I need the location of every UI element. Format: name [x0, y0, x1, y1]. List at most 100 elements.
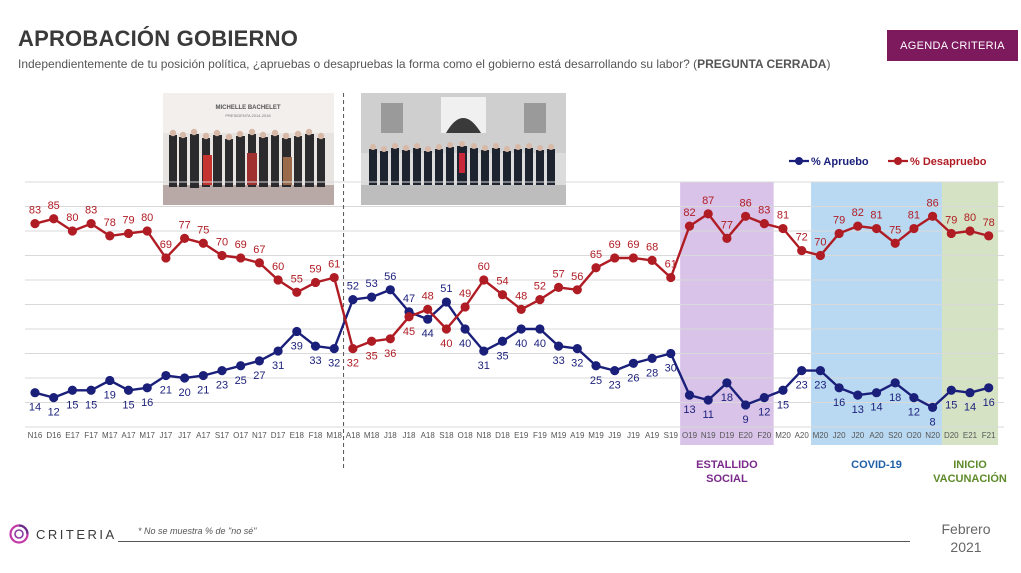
point-desaprueba: [572, 285, 582, 295]
data-label-aprueba: 13: [683, 404, 695, 416]
point-aprueba: [329, 344, 339, 354]
data-label-desaprueba: 81: [777, 210, 789, 222]
photo-bachelet-art: MICHELLE BACHELET PRESIDENTA 2014-2018: [163, 93, 334, 205]
point-aprueba: [497, 336, 508, 346]
x-tick-label: M18: [326, 431, 342, 440]
point-aprueba: [441, 297, 451, 307]
data-label-aprueba: 11: [702, 409, 713, 421]
data-label-desaprueba: 81: [908, 210, 920, 222]
point-aprueba: [778, 385, 788, 395]
point-desaprueba: [292, 287, 302, 297]
data-label-aprueba: 31: [478, 360, 490, 372]
data-label-aprueba: 23: [814, 380, 826, 392]
point-aprueba: [666, 348, 676, 359]
point-aprueba: [591, 361, 601, 371]
point-desaprueba: [759, 219, 769, 229]
point-aprueba: [423, 314, 433, 324]
x-tick-label: D16: [46, 431, 61, 440]
data-label-desaprueba: 80: [66, 212, 78, 224]
data-label-desaprueba: 82: [852, 207, 864, 219]
point-aprueba: [965, 388, 975, 398]
data-label-desaprueba: 69: [609, 239, 621, 251]
data-label-desaprueba: 79: [833, 214, 845, 226]
data-label-aprueba: 33: [552, 355, 564, 367]
data-label-desaprueba: 56: [571, 271, 583, 283]
photo-bachelet-cabinet: MICHELLE BACHELET PRESIDENTA 2014-2018: [163, 93, 334, 205]
data-label-aprueba: 56: [384, 271, 396, 283]
series-line-aprueba: [34, 288, 990, 409]
point-aprueba: [516, 324, 526, 334]
point-aprueba: [161, 370, 171, 381]
data-label-aprueba: 40: [515, 338, 527, 350]
point-desaprueba: [797, 246, 807, 256]
x-tick-label: J18: [403, 431, 416, 440]
data-label-aprueba: 19: [104, 389, 116, 401]
data-label-aprueba: 26: [627, 372, 639, 384]
subtitle-bold: PREGUNTA CERRADA: [697, 57, 827, 71]
point-aprueba: [236, 361, 246, 371]
data-label-aprueba: 39: [291, 340, 303, 352]
point-aprueba: [871, 388, 882, 398]
point-aprueba: [610, 366, 620, 376]
data-label-desaprueba: 61: [665, 259, 677, 271]
data-label-desaprueba: 77: [721, 219, 733, 231]
data-label-aprueba: 32: [328, 358, 340, 370]
x-tick-label: J19: [627, 431, 640, 440]
data-label-desaprueba: 77: [178, 219, 190, 231]
point-aprueba: [198, 370, 208, 381]
data-label-desaprueba: 80: [141, 212, 153, 224]
point-aprueba: [105, 375, 115, 386]
point-desaprueba: [329, 272, 339, 283]
subtitle-text: Independientemente de tu posición políti…: [18, 57, 698, 71]
point-desaprueba: [310, 277, 321, 288]
point-aprueba: [572, 344, 582, 354]
criteria-logo: CRITERIA: [8, 523, 117, 545]
data-label-desaprueba: 40: [440, 338, 452, 350]
point-desaprueba: [554, 282, 564, 292]
data-label-desaprueba: 35: [365, 350, 377, 362]
photo-banner-line2: PRESIDENTA 2014-2018: [225, 113, 271, 118]
point-aprueba: [86, 385, 96, 395]
data-label-aprueba: 14: [964, 402, 976, 414]
x-tick-label: N17: [252, 431, 267, 440]
data-label-aprueba: 13: [852, 404, 864, 416]
x-tick-label: D20: [944, 431, 959, 440]
x-tick-label: A17: [121, 431, 136, 440]
data-label-aprueba: 18: [889, 392, 901, 404]
band-label-covid-19: COVID-19: [851, 459, 902, 471]
point-aprueba: [49, 393, 59, 403]
data-label-desaprueba: 65: [590, 249, 602, 261]
point-desaprueba: [535, 295, 545, 305]
data-label-aprueba: 15: [85, 399, 97, 411]
x-tick-label: J18: [384, 431, 397, 440]
point-desaprueba: [703, 209, 713, 219]
point-desaprueba: [684, 221, 695, 231]
data-label-desaprueba: 45: [403, 326, 415, 338]
point-aprueba: [984, 383, 994, 393]
point-aprueba: [123, 385, 134, 395]
badge-label: AGENDA CRITERIA: [900, 39, 1005, 52]
data-label-desaprueba: 68: [646, 241, 658, 253]
data-label-aprueba: 8: [930, 416, 936, 428]
data-label-aprueba: 47: [403, 293, 415, 305]
data-label-aprueba: 14: [870, 402, 882, 414]
point-aprueba: [741, 400, 751, 410]
criteria-logo-text: CRITERIA: [36, 526, 117, 542]
point-desaprueba: [441, 324, 451, 334]
x-tick-label: E18: [290, 431, 305, 440]
x-tick-label: O20: [906, 431, 922, 440]
data-label-desaprueba: 60: [272, 261, 284, 273]
x-tick-label: M19: [551, 431, 567, 440]
point-desaprueba: [834, 228, 844, 239]
data-label-aprueba: 25: [590, 375, 602, 387]
point-desaprueba: [946, 228, 956, 239]
data-label-desaprueba: 75: [197, 224, 209, 236]
x-tick-label: M17: [102, 431, 118, 440]
footer-note: * No se muestra % de "no sé": [138, 526, 257, 536]
x-tick-label: O17: [233, 431, 249, 440]
point-desaprueba: [123, 228, 134, 239]
data-label-desaprueba: 78: [104, 217, 116, 229]
x-tick-label: J20: [851, 431, 864, 440]
point-aprueba: [142, 383, 152, 393]
legend-label-desaprueba: % Desapruebo: [910, 156, 987, 168]
